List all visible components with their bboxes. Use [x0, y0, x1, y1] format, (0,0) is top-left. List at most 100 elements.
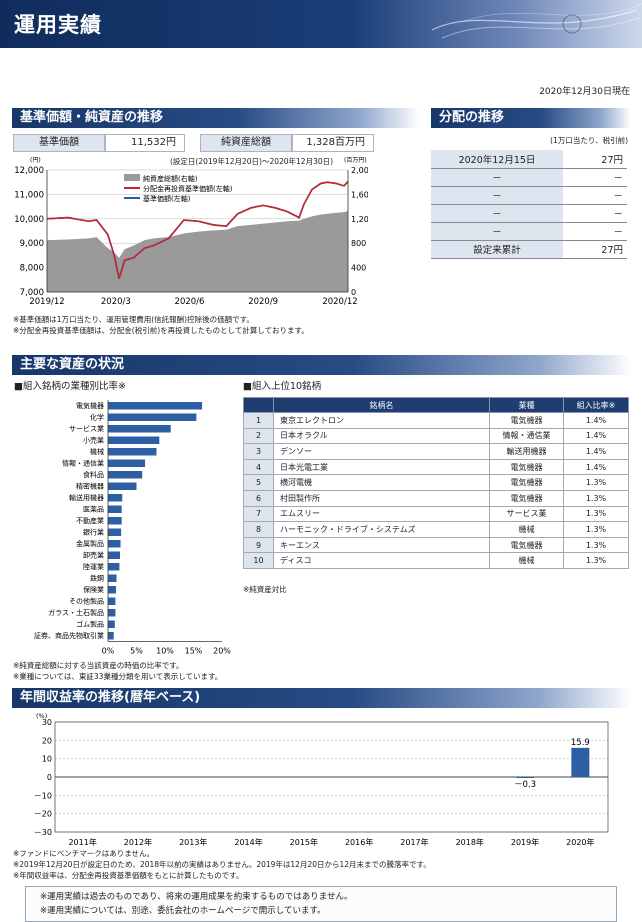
- industry-cell: 電気機器: [489, 412, 564, 429]
- industry-label: 食料品: [83, 470, 104, 479]
- x-tick-label: 5%: [130, 647, 143, 655]
- industry-cell: 電気機器: [489, 489, 564, 507]
- assets-note: ※業種については、東証33業種分類を用いて表示しています。: [13, 672, 223, 681]
- ratio-cell: 1.3%: [563, 505, 629, 523]
- returns-note: ※年間収益率は、分配金再投資基準価額をもとに計算したものです。: [13, 871, 244, 880]
- chart-period: (設定日(2019年12月20日)～2020年12月30日): [170, 157, 334, 166]
- ratio-cell: 1.4%: [563, 427, 629, 445]
- disclaimer-line: ※運用実績については、別途、委託会社のホームページで開示しています。: [40, 906, 326, 916]
- industry-cell: 輸送用機器: [489, 443, 564, 460]
- industry-bar: [108, 494, 123, 502]
- returns-notes: ※ファンドにベンチマークはありません。 ※2019年12月20日が設定日のため、…: [13, 848, 431, 881]
- table-row: －－: [431, 168, 627, 187]
- dist-amount: 27円: [563, 150, 627, 169]
- industry-bar: [108, 620, 115, 628]
- y-tick-label: 0: [47, 773, 52, 782]
- nav-notes: ※基準価額は1万口当たり、運用管理費用(信託報酬)控除後の価額です。 ※分配金再…: [13, 314, 309, 336]
- industry-cell: 電気機器: [489, 458, 564, 476]
- dist-date: －: [431, 186, 563, 205]
- right-tick-label: 2,000: [351, 166, 368, 175]
- industry-label: 化学: [90, 413, 104, 422]
- top10-title: ■組入上位10銘柄: [243, 381, 322, 392]
- table-header-row: 銘柄名 業種 組入比率※: [243, 397, 629, 413]
- table-row: －－: [431, 186, 627, 205]
- table-row: －－: [431, 204, 627, 223]
- return-value-label: 15.9: [571, 738, 590, 748]
- stock-name-cell: 東京エレクトロン: [273, 412, 490, 429]
- rank-cell: 8: [243, 521, 274, 538]
- nav-note: ※基準価額は1万口当たり、運用管理費用(信託報酬)控除後の価額です。: [13, 315, 254, 324]
- industry-label: 精密機器: [76, 482, 104, 491]
- left-tick-label: 11,000: [14, 190, 44, 200]
- ratio-cell: 1.3%: [563, 552, 629, 569]
- ratio-cell: 1.3%: [563, 536, 629, 554]
- nav-note: ※分配金再投資基準価額は、分配金(税引前)を再投資したものとして計算しております…: [13, 326, 309, 335]
- left-tick-label: 8,000: [20, 264, 44, 274]
- assets-notes: ※純資産総額に対する当該資産の時価の比率です。 ※業種については、東証33業種分…: [13, 660, 222, 682]
- ratio-cell: 1.3%: [563, 521, 629, 538]
- stock-name-cell: デンソー: [273, 443, 490, 460]
- stock-name-cell: 日本オラクル: [273, 427, 490, 445]
- industry-chart-title: ■組入銘柄の業種別比率※: [14, 381, 126, 392]
- industry-cell: サービス業: [489, 505, 564, 523]
- returns-note: ※ファンドにベンチマークはありません。: [13, 849, 155, 858]
- table-row: 7 エムスリー サービス業 1.3%: [243, 505, 629, 523]
- industry-label: ゴム製品: [76, 620, 104, 629]
- x-tick-label: 2016年: [345, 837, 373, 847]
- industry-label: その他製品: [69, 597, 104, 606]
- industry-bar: [108, 482, 137, 490]
- legend-label: 純資産総額(右軸): [143, 174, 198, 183]
- dist-date: 2020年12月15日: [431, 150, 563, 169]
- x-tick-label: 2013年: [179, 837, 207, 847]
- plot-frame: [54, 721, 609, 833]
- returns-note: ※2019年12月20日が設定日のため、2018年以前の実績はありません。201…: [13, 860, 431, 869]
- dist-date: －: [431, 222, 563, 241]
- x-tick-label: 2018年: [456, 837, 484, 847]
- industry-chart: 電気機器化学サービス業小売業機械情報・通信業食料品精密機器輸送用機器医薬品不動産…: [34, 400, 231, 655]
- dist-total-label: 設定来累計: [431, 240, 563, 259]
- dist-total-amount: 27円: [563, 240, 627, 259]
- industry-cell: 機械: [489, 521, 564, 538]
- industry-bar: [108, 459, 146, 467]
- legend-label: 基準価額(左軸): [143, 194, 191, 203]
- y-axis-unit: (%): [36, 712, 47, 720]
- right-tick-label: 1,600: [351, 190, 368, 199]
- page-title: 運用実績: [14, 13, 102, 37]
- industry-bar: [108, 448, 157, 456]
- x-tick-label: 2020/6: [175, 297, 205, 307]
- industry-label: 保険業: [83, 585, 104, 594]
- table-row: 5 横河電機 電気機器 1.3%: [243, 474, 629, 491]
- x-tick-label: 2017年: [400, 837, 428, 847]
- page-header: 運用実績: [0, 0, 642, 48]
- industry-label: 情報・通信業: [62, 459, 104, 468]
- industry-label: 小売業: [83, 436, 104, 445]
- industry-bar: [108, 517, 122, 525]
- table-row: 4 日本光電工業 電気機器 1.4%: [243, 458, 629, 476]
- table-row: 9 キーエンス 電気機器 1.3%: [243, 536, 629, 554]
- stock-name-cell: 横河電機: [273, 474, 490, 491]
- industry-label: 機械: [90, 447, 104, 456]
- x-tick-label: 2011年: [68, 837, 96, 847]
- industry-label: 医薬品: [83, 505, 104, 514]
- rank-cell: 10: [243, 552, 274, 569]
- stock-name-cell: 日本光電工業: [273, 458, 490, 476]
- ratio-cell: 1.4%: [563, 443, 629, 460]
- left-tick-label: 10,000: [14, 215, 44, 225]
- ratio-cell: 1.4%: [563, 458, 629, 476]
- y-tick-label: －30: [34, 828, 52, 837]
- top10-table: 銘柄名 業種 組入比率※ 1 東京エレクトロン 電気機器 1.4% 2 日本オラクル 情報・…: [243, 397, 629, 569]
- industry-label: 輸送用機器: [69, 493, 104, 502]
- nav-label: 基準価額: [13, 134, 105, 152]
- x-tick-label: 2020/3: [101, 297, 131, 307]
- industry-bar: [108, 528, 122, 536]
- industry-label: 陸運業: [83, 562, 104, 571]
- industry-bar: [108, 574, 117, 582]
- disclaimer-box: ※運用実績は過去のものであり、将来の運用成果を約束するものではありません。 ※運…: [25, 886, 617, 922]
- x-tick-label: 2019/12: [29, 297, 64, 307]
- right-axis-unit: (百万円): [344, 157, 367, 164]
- industry-cell: 情報・通信業: [489, 427, 564, 445]
- annual-returns-chart: (%)30 20 10 0 －10 －20 －30 2011年 2012年 2013年 2014年 2…: [34, 712, 609, 847]
- section-title-assets: 主要な資産の状況: [12, 355, 632, 375]
- assets-value: 1,328百万円: [292, 134, 374, 152]
- rank-cell: 7: [243, 505, 274, 523]
